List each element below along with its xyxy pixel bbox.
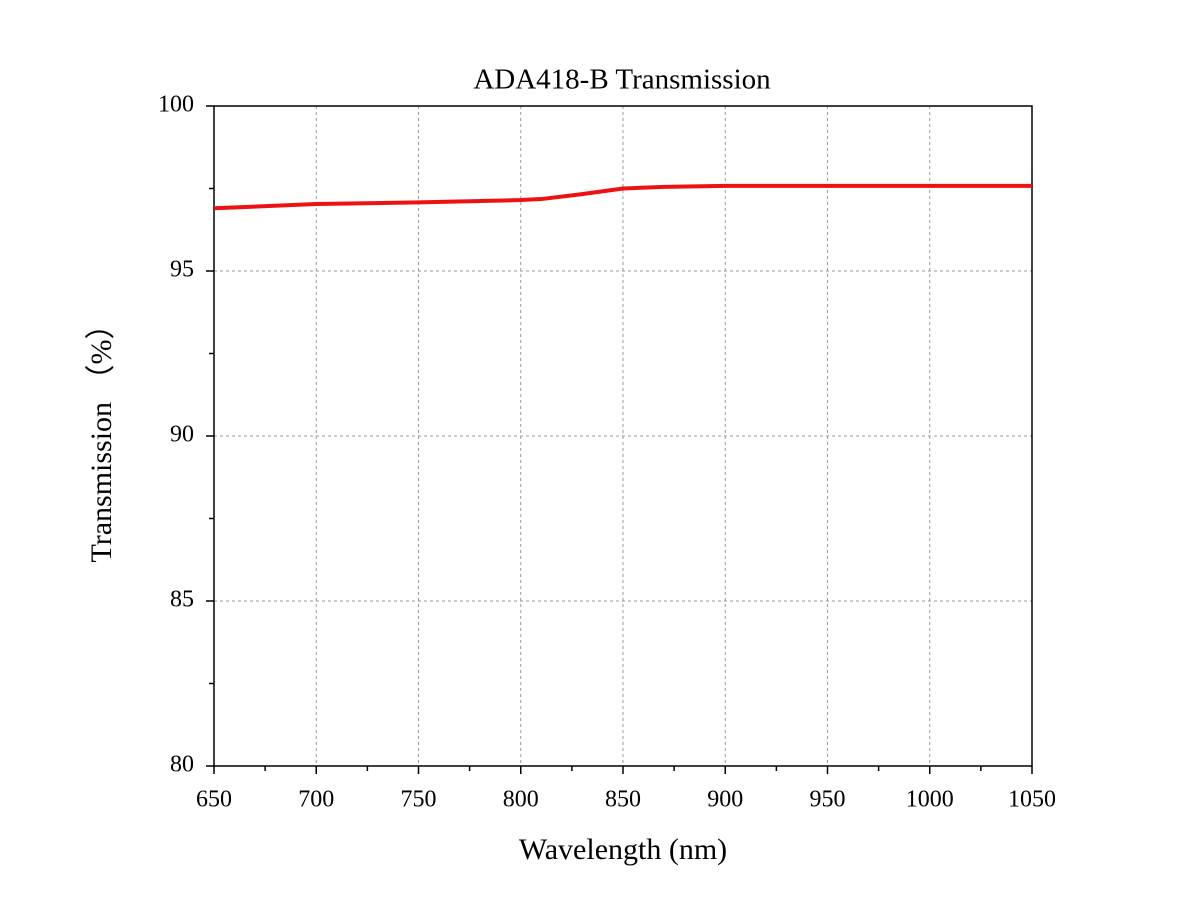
data-line — [213, 183, 1032, 211]
y-tick-label: 100 — [158, 92, 194, 118]
x-tick-label: 750 — [401, 787, 437, 813]
x-tick-label: 800 — [503, 787, 539, 813]
y-tick-label: 95 — [170, 257, 194, 283]
y-tick-label: 85 — [170, 587, 194, 613]
x-tick-label: 700 — [298, 787, 334, 813]
y-tick-label: 90 — [170, 422, 194, 448]
plot-frame — [213, 105, 1033, 767]
x-axis-label: Wavelength (nm) — [519, 833, 727, 866]
x-tick-label: 1050 — [1008, 787, 1056, 813]
x-tick-label: 650 — [196, 787, 232, 813]
x-tick-label: 950 — [810, 787, 846, 813]
x-tick-label: 1000 — [906, 787, 954, 813]
x-tick-label: 900 — [707, 787, 743, 813]
y-axis-label: Transmission （%） — [85, 309, 118, 562]
chart-title: ADA418-B Transmission — [473, 64, 771, 96]
x-tick-label: 850 — [605, 787, 641, 813]
y-tick-label: 80 — [170, 752, 194, 778]
